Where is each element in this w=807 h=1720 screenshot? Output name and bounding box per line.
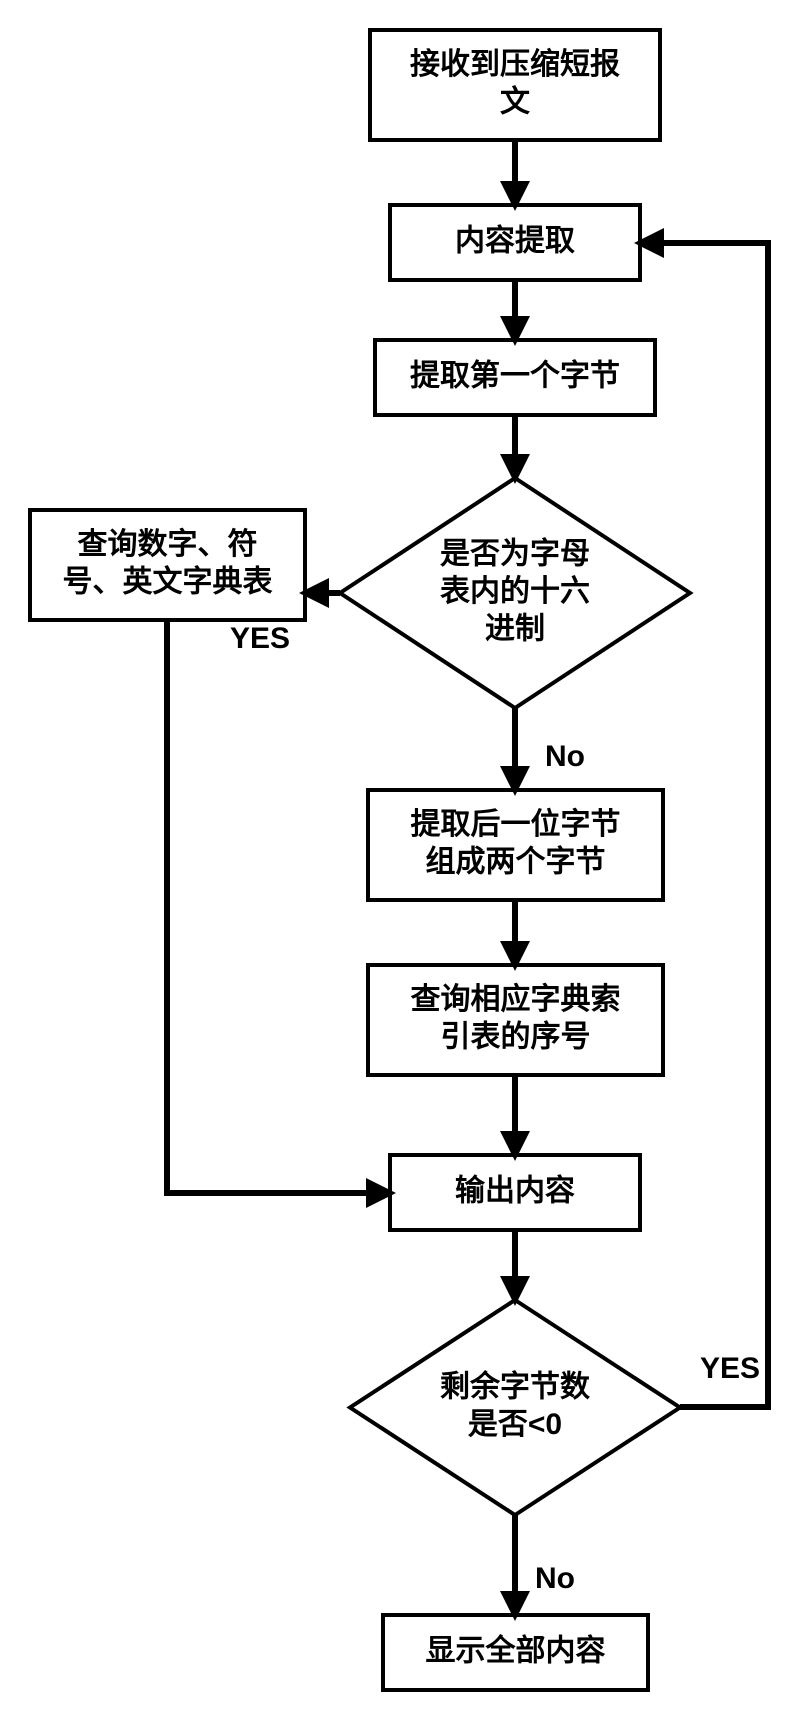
node-label: 输出内容 xyxy=(455,1174,575,1207)
edge-label: No xyxy=(535,1562,575,1595)
node-label: 查询数字、符 xyxy=(78,527,258,561)
flow-node-n4: 是否为字母表内的十六进制 xyxy=(340,478,690,708)
flow-node-n5: 查询数字、符号、英文字典表 xyxy=(30,510,305,620)
edge-label: No xyxy=(545,740,585,773)
node-label: 提取第一个字节 xyxy=(410,358,620,392)
node-label: 剩余字节数 xyxy=(440,1370,591,1404)
node-label: 内容提取 xyxy=(455,224,575,257)
node-label: 组成两个字节 xyxy=(426,845,606,879)
node-label: 接收到压缩短报 xyxy=(410,48,620,81)
node-label: 号、英文字典表 xyxy=(63,565,273,599)
flow-node-n7: 查询相应字典索引表的序号 xyxy=(368,965,663,1075)
node-label: 引表的序号 xyxy=(441,1020,591,1054)
edge-label: YES xyxy=(700,1352,760,1385)
node-label: 提取后一位字节 xyxy=(411,807,621,841)
flow-node-n2: 内容提取 xyxy=(390,205,640,280)
flow-edge xyxy=(167,620,390,1193)
node-label: 查询相应字典索 xyxy=(411,982,621,1016)
node-label: 显示全部内容 xyxy=(426,1633,606,1667)
flow-node-n3: 提取第一个字节 xyxy=(375,340,655,415)
flow-node-n8: 输出内容 xyxy=(390,1155,640,1230)
flow-node-n9: 剩余字节数是否<0 xyxy=(350,1300,680,1515)
node-label: 是否为字母 xyxy=(440,536,590,570)
node-label: 进制 xyxy=(485,612,545,645)
flowchart-canvas: 接收到压缩短报文内容提取提取第一个字节是否为字母表内的十六进制查询数字、符号、英… xyxy=(0,0,807,1720)
flow-node-n6: 提取后一位字节组成两个字节 xyxy=(368,790,663,900)
node-label: 是否<0 xyxy=(468,1408,562,1441)
node-label: 表内的十六 xyxy=(440,575,590,608)
flow-node-n10: 显示全部内容 xyxy=(383,1615,648,1690)
node-label: 文 xyxy=(500,85,530,119)
flow-node-n1: 接收到压缩短报文 xyxy=(370,30,660,140)
edge-label: YES xyxy=(230,622,290,655)
